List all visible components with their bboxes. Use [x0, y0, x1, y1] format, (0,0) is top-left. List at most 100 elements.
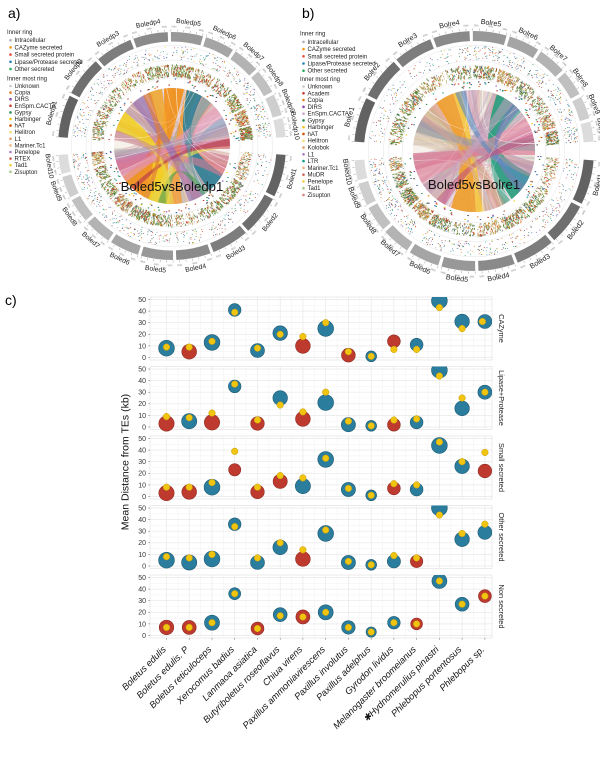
- svg-text:Other secreted: Other secreted: [497, 513, 506, 562]
- svg-text:6Mb: 6Mb: [65, 202, 71, 209]
- svg-text:0Mb: 0Mb: [524, 34, 531, 40]
- svg-text:50: 50: [138, 366, 146, 373]
- svg-text:Tad1: Tad1: [308, 186, 322, 192]
- svg-text:2Mb: 2Mb: [261, 67, 268, 74]
- svg-text:2Mb: 2Mb: [55, 178, 60, 185]
- svg-text:4Mb: 4Mb: [535, 40, 542, 46]
- svg-text:2Mb: 2Mb: [82, 225, 89, 232]
- svg-text:0Mb: 0Mb: [267, 75, 273, 82]
- svg-text:6Mb: 6Mb: [185, 25, 191, 30]
- svg-text:b): b): [302, 5, 314, 21]
- svg-text:Lipase+Protease: Lipase+Protease: [497, 370, 506, 426]
- svg-text:2Mb: 2Mb: [263, 216, 270, 223]
- svg-text:6Mb: 6Mb: [51, 155, 56, 161]
- svg-text:40: 40: [138, 517, 146, 524]
- svg-text:2Mb: 2Mb: [519, 264, 526, 270]
- svg-text:Boledp10: Boledp10: [289, 111, 301, 141]
- svg-text:Zisupton: Zisupton: [308, 193, 331, 199]
- svg-text:Academ: Academ: [308, 91, 330, 97]
- svg-text:0Mb: 0Mb: [171, 24, 177, 28]
- svg-text:0Mb: 0Mb: [594, 120, 599, 126]
- svg-text:50: 50: [138, 505, 146, 512]
- svg-text:4Mb: 4Mb: [206, 257, 213, 263]
- svg-text:Boled10: Boled10: [43, 153, 54, 179]
- svg-text:2Mb: 2Mb: [570, 225, 577, 232]
- svg-text:6Mb: 6Mb: [447, 25, 453, 30]
- svg-text:Kolobok: Kolobok: [308, 146, 331, 152]
- svg-text:2Mb: 2Mb: [474, 23, 480, 27]
- svg-text:6Mb: 6Mb: [406, 40, 413, 46]
- svg-text:0: 0: [142, 494, 146, 501]
- svg-text:4Mb: 4Mb: [289, 131, 294, 137]
- svg-text:Bolre5: Bolre5: [480, 17, 502, 29]
- svg-text:6Mb: 6Mb: [61, 93, 67, 100]
- svg-text:4Mb: 4Mb: [502, 27, 508, 32]
- svg-text:Boled1: Boled1: [590, 173, 600, 197]
- svg-text:4Mb: 4Mb: [384, 56, 391, 63]
- svg-text:6Mb: 6Mb: [574, 76, 580, 83]
- svg-text:4Mb: 4Mb: [347, 135, 352, 141]
- svg-text:4Mb: 4Mb: [52, 162, 57, 168]
- svg-text:Other secreted: Other secreted: [15, 67, 55, 73]
- svg-text:6Mb: 6Mb: [553, 53, 560, 60]
- svg-text:0Mb: 0Mb: [585, 200, 591, 207]
- svg-text:0Mb: 0Mb: [373, 227, 380, 234]
- svg-text:Lipase/Protease secreted: Lipase/Protease secreted: [308, 62, 376, 68]
- svg-text:Inner most ring: Inner most ring: [300, 77, 340, 83]
- svg-text:0Mb: 0Mb: [535, 256, 542, 262]
- svg-text:Intracellular: Intracellular: [308, 40, 339, 46]
- svg-text:MuDR: MuDR: [308, 173, 326, 179]
- svg-text:Intracellular: Intracellular: [15, 38, 46, 44]
- svg-text:4Mb: 4Mb: [61, 193, 67, 200]
- svg-text:2Mb: 2Mb: [273, 201, 279, 208]
- svg-text:0Mb: 0Mb: [107, 245, 114, 251]
- svg-text:2Mb: 2Mb: [388, 243, 395, 250]
- svg-text:4Mb: 4Mb: [406, 256, 413, 262]
- svg-text:Bolre4: Bolre4: [438, 18, 460, 31]
- svg-text:0Mb: 0Mb: [176, 263, 182, 267]
- svg-text:RTEX: RTEX: [15, 157, 31, 163]
- svg-text:Unknown: Unknown: [308, 85, 333, 91]
- svg-text:4Mb: 4Mb: [580, 85, 586, 92]
- svg-text:4Mb: 4Mb: [131, 30, 138, 36]
- svg-text:0Mb: 0Mb: [162, 25, 168, 29]
- svg-text:Gypsy: Gypsy: [308, 118, 325, 124]
- svg-text:40: 40: [138, 309, 146, 316]
- svg-text:0Mb: 0Mb: [286, 117, 291, 123]
- svg-text:40: 40: [138, 587, 146, 594]
- svg-text:0Mb: 0Mb: [70, 210, 76, 217]
- svg-text:4Mb: 4Mb: [65, 84, 71, 91]
- svg-text:4Mb: 4Mb: [510, 268, 517, 274]
- svg-text:4Mb: 4Mb: [417, 262, 424, 268]
- svg-text:6Mb: 6Mb: [283, 107, 288, 114]
- svg-text:0Mb: 0Mb: [238, 46, 245, 53]
- svg-text:Harbinger: Harbinger: [15, 117, 41, 123]
- svg-text:Non secreted: Non secreted: [497, 585, 506, 629]
- svg-text:0: 0: [142, 633, 146, 640]
- svg-text:6Mb: 6Mb: [289, 156, 294, 162]
- svg-text:Penelope: Penelope: [308, 179, 334, 185]
- svg-text:Small secreted: Small secreted: [497, 443, 506, 492]
- svg-text:50: 50: [138, 436, 146, 443]
- svg-text:0Mb: 0Mb: [367, 219, 373, 226]
- svg-text:Penelope: Penelope: [15, 150, 41, 156]
- svg-text:0Mb: 0Mb: [247, 52, 254, 59]
- svg-text:10: 10: [138, 413, 146, 420]
- svg-text:Copia: Copia: [15, 91, 31, 97]
- svg-text:0Mb: 0Mb: [557, 239, 564, 246]
- svg-text:c): c): [5, 292, 17, 308]
- svg-text:Inner most ring: Inner most ring: [7, 77, 47, 83]
- svg-text:6Mb: 6Mb: [273, 83, 279, 90]
- svg-text:20: 20: [138, 401, 146, 408]
- svg-text:Helitron: Helitron: [308, 139, 329, 145]
- svg-text:Boled5: Boled5: [445, 272, 468, 284]
- svg-text:2Mb: 2Mb: [53, 169, 58, 175]
- svg-text:2Mb: 2Mb: [255, 60, 262, 67]
- svg-text:6Mb: 6Mb: [75, 69, 82, 76]
- svg-text:4Mb: 4Mb: [347, 168, 352, 174]
- svg-text:0Mb: 0Mb: [199, 28, 205, 33]
- svg-text:EnSpm.CACTA: EnSpm.CACTA: [308, 112, 349, 118]
- svg-text:6Mb: 6Mb: [215, 253, 222, 259]
- svg-text:0Mb: 0Mb: [54, 111, 59, 117]
- svg-text:6Mb: 6Mb: [454, 273, 460, 278]
